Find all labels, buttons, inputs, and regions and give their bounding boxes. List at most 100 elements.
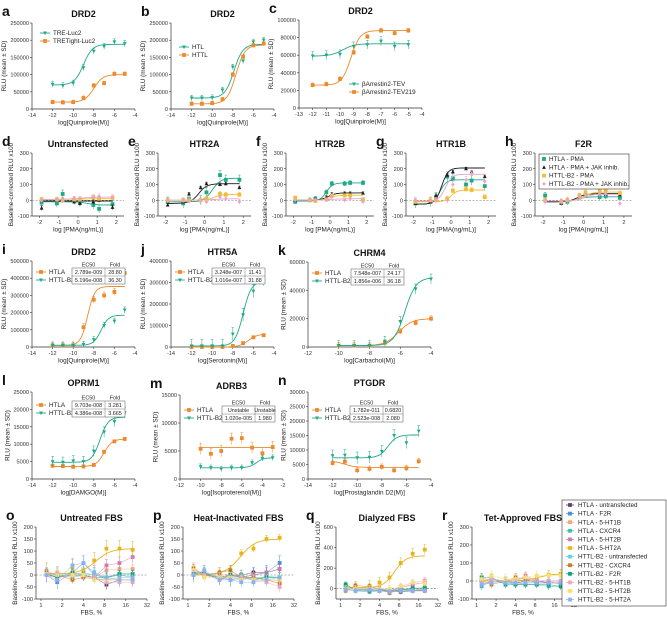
x-tick-label: 16 xyxy=(123,603,129,609)
data-point xyxy=(398,329,403,334)
data-point xyxy=(81,96,86,100)
legend-label: HTTL-B2 xyxy=(49,410,75,417)
data-point xyxy=(81,66,86,70)
series-1 xyxy=(189,41,266,106)
legend-marker xyxy=(43,39,47,43)
x-tick-label: -12 xyxy=(49,113,57,119)
x-tick-label: -13 xyxy=(295,112,303,118)
data-point xyxy=(398,584,403,589)
series-line xyxy=(481,577,561,587)
y-tick-label: 100000 xyxy=(10,73,29,79)
y-tick-label: 0 xyxy=(26,477,29,483)
x-tick-label: -4 xyxy=(272,113,277,119)
y-axis-label: Baseline-corrected RLU x100 xyxy=(448,521,455,605)
data-point xyxy=(523,575,528,580)
x-tick-label: -12 xyxy=(329,483,337,489)
y-tick-label: 0 xyxy=(30,573,33,579)
panel-a: a DRD2 0 50000 100000 150000 200000 250000 -14 -1… xyxy=(1,3,137,127)
data-point xyxy=(422,585,427,590)
x-tick-label: 4 xyxy=(378,603,381,609)
y-tick-label: 50 xyxy=(27,561,33,567)
data-point xyxy=(181,201,186,206)
data-point xyxy=(404,441,409,445)
legend-label: HTTL-B2 - PMA + JAK inhib. xyxy=(549,181,629,188)
fit-curve xyxy=(312,43,409,57)
x-tick-label: 2 xyxy=(365,220,368,226)
data-point xyxy=(469,178,474,183)
legend-label: TRETight-Luc2 xyxy=(53,38,96,45)
y-tick-label: 200000 xyxy=(149,302,168,308)
data-point xyxy=(230,332,235,337)
data-point xyxy=(379,464,384,469)
data-point xyxy=(112,290,117,294)
data-point xyxy=(464,166,468,171)
y-tick-label: 50000 xyxy=(152,90,168,96)
data-point xyxy=(377,588,382,593)
data-point xyxy=(406,28,411,33)
data-point xyxy=(251,335,256,340)
data-point xyxy=(413,321,418,325)
data-point xyxy=(406,43,411,47)
panel-title: Dialyzed FBS xyxy=(358,513,415,523)
table-header: Fold xyxy=(250,263,261,269)
data-point xyxy=(277,567,282,571)
panel-letter: b xyxy=(141,3,150,19)
panel-letter: r xyxy=(442,507,448,523)
table-cell: Unstable xyxy=(254,408,275,414)
data-point xyxy=(210,96,215,100)
panel-letter: f xyxy=(256,133,261,149)
panel-o: o Untreated FBS -100 -50 0 50 100 150 200 1 2 4 8 16 3… xyxy=(6,507,150,617)
data-point xyxy=(230,72,235,77)
data-point xyxy=(261,41,266,46)
data-point xyxy=(434,193,438,198)
y-tick-label: -50 xyxy=(172,585,180,591)
data-point xyxy=(122,308,127,313)
data-point xyxy=(329,195,334,199)
table-header: EC50 xyxy=(82,396,96,402)
y-tick-label: 150000 xyxy=(10,55,29,61)
x-tick-label: -10 xyxy=(353,483,361,489)
x-tick-label: -10 xyxy=(69,483,77,489)
data-point xyxy=(310,54,315,59)
data-point xyxy=(60,192,65,196)
data-point xyxy=(165,198,170,203)
series-line xyxy=(193,569,280,588)
x-tick-label: -4 xyxy=(272,351,277,357)
y-tick-label: 200000 xyxy=(10,311,29,317)
data-point xyxy=(277,585,282,589)
y-axis-label: RLU (mean ± SD) xyxy=(268,39,275,90)
series-line xyxy=(193,569,280,581)
data-point xyxy=(343,453,347,458)
panel-letter: c xyxy=(269,0,277,16)
y-tick-label: -100 xyxy=(392,214,403,220)
legend-marker xyxy=(352,90,356,94)
x-tick-label: -8 xyxy=(219,483,224,489)
legend-label: βArrestin2-TEV xyxy=(362,81,406,88)
legend-label: HTTL-B2 - 5-HT2A xyxy=(578,597,632,604)
x-tick-label: 2 xyxy=(622,220,625,226)
x-tick-label: -2 xyxy=(281,483,286,489)
data-point xyxy=(251,289,256,294)
data-point xyxy=(277,535,282,540)
legend-marker xyxy=(568,563,572,568)
y-axis-label: Baseline-corrected RLU x100 xyxy=(12,521,19,605)
data-point xyxy=(210,344,215,349)
data-point xyxy=(361,199,365,204)
data-point xyxy=(204,190,209,195)
panel-letter: p xyxy=(153,507,162,523)
data-point xyxy=(50,100,55,105)
data-point xyxy=(251,43,256,48)
panel-q: q Dialyzed FBS 0 200 400 600 1 2 4 8 16 32 FBS, % Bas… xyxy=(306,507,441,617)
y-tick-label: 40000 xyxy=(289,288,305,294)
legend-marker xyxy=(187,408,191,412)
data-point xyxy=(361,181,365,185)
x-tick-label: 0 xyxy=(76,220,79,226)
y-tick-label: 300 xyxy=(523,151,532,157)
y-tick-label: 400000 xyxy=(10,276,29,282)
series-3 xyxy=(165,194,242,205)
x-axis-label: log[Quinpirole(M)] xyxy=(335,119,386,126)
panel-letter: k xyxy=(278,242,286,258)
x-tick-label: -4 xyxy=(133,351,138,357)
legend-marker xyxy=(39,278,43,283)
data-point xyxy=(239,551,244,556)
